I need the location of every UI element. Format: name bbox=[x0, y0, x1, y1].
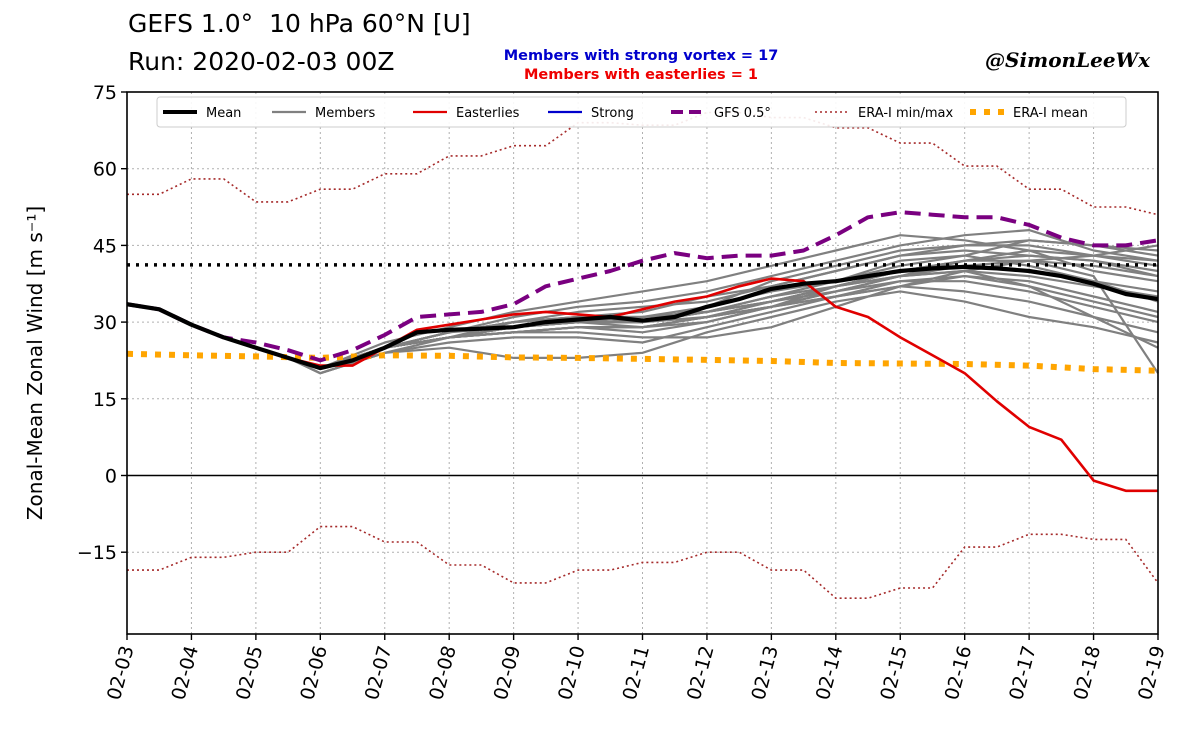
member-series-line bbox=[126, 285, 1159, 375]
x-tick-label: 02-19 bbox=[1134, 643, 1170, 702]
y-tick-label: −15 bbox=[77, 542, 117, 564]
y-tick-label: 0 bbox=[105, 465, 117, 487]
x-tick-label: 02-06 bbox=[296, 643, 332, 702]
legend-label-era_minmax: ERA-I min/max bbox=[858, 106, 954, 121]
gfs-line bbox=[126, 210, 1159, 363]
x-tick-label: 02-07 bbox=[361, 643, 397, 702]
era-min-line bbox=[127, 525, 1159, 600]
author-credit: @SimonLeeWx bbox=[985, 48, 1150, 72]
y-tick-label: 45 bbox=[93, 235, 117, 257]
title-line-1: GEFS 1.0° 10 hPa 60°N [U] bbox=[128, 9, 471, 38]
x-tick-label: 02-13 bbox=[747, 643, 783, 702]
y-tick-label: 75 bbox=[93, 82, 117, 104]
x-tick-label: 02-11 bbox=[619, 643, 655, 702]
legend-label-gfs: GFS 0.5° bbox=[714, 106, 771, 121]
y-axis-title: Zonal-Mean Zonal Wind [m s⁻¹] bbox=[23, 206, 47, 520]
strong-vortex-count: Members with strong vortex = 17 bbox=[503, 48, 779, 64]
legend: Mean Members Easterlies Strong GFS 0.5° ERA-I… bbox=[156, 96, 1127, 128]
x-tick-label: 02-03 bbox=[103, 643, 139, 702]
title-line-2: Run: 2020-02-03 00Z bbox=[128, 47, 395, 76]
legend-label-mean: Mean bbox=[206, 106, 241, 121]
legend-label-strong: Strong bbox=[591, 106, 634, 121]
x-tick-label: 02-18 bbox=[1070, 643, 1106, 702]
x-tick-label: 02-15 bbox=[876, 643, 912, 702]
x-tick-label: 02-17 bbox=[1005, 643, 1041, 702]
legend-label-members: Members bbox=[315, 106, 375, 121]
y-tick-label: 30 bbox=[93, 312, 117, 334]
mean-line bbox=[126, 264, 1159, 371]
x-tick-label: 02-10 bbox=[554, 643, 590, 702]
x-tick-label: 02-08 bbox=[425, 643, 461, 702]
x-tick-label: 02-04 bbox=[167, 643, 203, 702]
legend-label-era_mean: ERA-I mean bbox=[1013, 106, 1088, 121]
y-tick-label: 60 bbox=[93, 159, 117, 181]
legend-label-easterlies: Easterlies bbox=[456, 106, 520, 121]
grid bbox=[126, 91, 1159, 634]
x-tick-label: 02-09 bbox=[490, 643, 526, 702]
legend-box bbox=[156, 96, 1127, 128]
x-tick-label: 02-12 bbox=[683, 643, 719, 702]
x-tick-label: 02-05 bbox=[232, 643, 268, 702]
x-tick-label: 02-14 bbox=[812, 643, 848, 702]
easterlies-count: Members with easterlies = 1 bbox=[524, 67, 758, 83]
era-mean-line bbox=[126, 350, 1159, 374]
axes: −15 0 15 30 45 60 75 02-03 02-04 02-05 02-06 02-07 0… bbox=[23, 82, 1170, 702]
x-tick-label: 02-16 bbox=[941, 643, 977, 702]
y-tick-label: 15 bbox=[93, 389, 117, 411]
series-layer bbox=[126, 111, 1159, 600]
